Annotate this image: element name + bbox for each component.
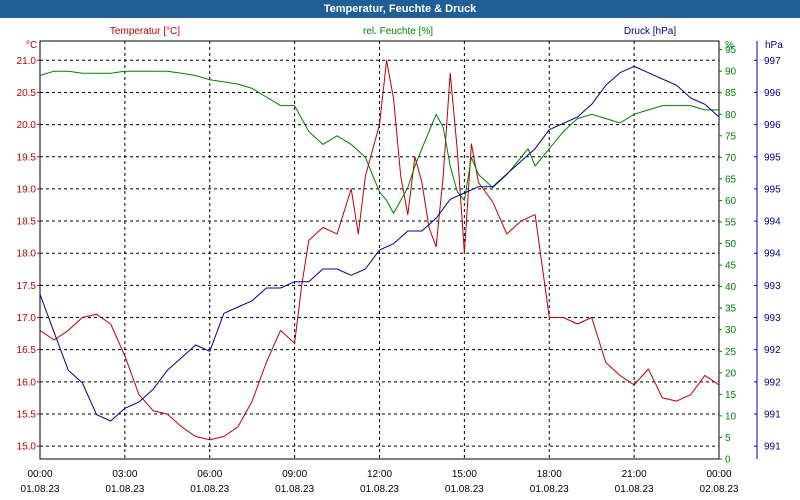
humidity-tick-label: 75 [725, 131, 737, 142]
x-tick-time: 21:00 [622, 469, 647, 480]
pressure-tick-label: 993 [764, 281, 781, 292]
x-tick-time: 06:00 [197, 469, 222, 480]
x-tick-date: 01.08.23 [530, 484, 569, 495]
pressure-tick-label: 994 [764, 249, 781, 260]
temperature-tick-label: 17.0 [17, 313, 37, 324]
x-tick-time: 00:00 [27, 469, 52, 480]
humidity-tick-label: 20 [725, 368, 737, 379]
x-tick-time: 18:00 [537, 469, 562, 480]
series-line-humidity [39, 70, 719, 214]
temperature-tick-label: 18.5 [17, 217, 37, 228]
humidity-tick-label: 50 [725, 239, 737, 250]
pressure-tick-label: 996 [764, 88, 781, 99]
x-tick-time: 03:00 [112, 469, 137, 480]
series-line-temperature [39, 59, 720, 441]
temperature-tick-label: 15.5 [17, 409, 37, 420]
humidity-tick-label: 95 [725, 45, 737, 56]
chart-canvas: 00:00 01.08.23 03:00 01.08.23 06:00 01.08.23 0… [17, 26, 784, 495]
humidity-tick-label: 25 [725, 347, 737, 358]
humidity-tick-label: 45 [725, 261, 737, 272]
humidity-tick-label: 80 [725, 110, 737, 121]
humidity-tick-label: 70 [725, 153, 737, 164]
temperature-tick-label: 21.0 [17, 56, 37, 67]
series-lines [39, 59, 720, 441]
pressure-tick-label: 997 [764, 56, 781, 67]
humidity-unit: % [725, 40, 734, 51]
temperature-tick-label: 16.5 [17, 345, 37, 356]
temperature-tick-label: 18.0 [17, 249, 37, 260]
x-tick-date: 01.08.23 [615, 484, 654, 495]
humidity-tick-label: 60 [725, 196, 737, 207]
series-line-pressure [39, 65, 720, 422]
temperature-tick-label: 20.0 [17, 120, 37, 131]
axis-ticks: 00:00 01.08.23 03:00 01.08.23 06:00 01.08.23 0… [17, 41, 781, 495]
x-tick-time: 09:00 [282, 469, 307, 480]
temperature-tick-label: 17.5 [17, 281, 37, 292]
plot-area [39, 40, 720, 460]
humidity-tick-label: 0 [725, 455, 731, 466]
x-tick-time: 15:00 [452, 469, 477, 480]
x-tick-time: 00:00 [706, 469, 731, 480]
pressure-tick-label: 991 [764, 409, 781, 420]
x-tick-time: 12:00 [367, 469, 392, 480]
temperature-tick-label: 15.0 [17, 442, 37, 453]
humidity-tick-label: 10 [725, 411, 737, 422]
pressure-tick-label: 992 [764, 345, 781, 356]
x-tick-date: 01.08.23 [21, 484, 60, 495]
temperature-axis-label: Temperatur [°C] [110, 26, 180, 37]
temperature-tick-label: 19.0 [17, 184, 37, 195]
humidity-tick-label: 65 [725, 174, 737, 185]
humidity-tick-label: 90 [725, 67, 737, 78]
humidity-tick-label: 85 [725, 88, 737, 99]
pressure-tick-label: 993 [764, 313, 781, 324]
pressure-tick-label: 995 [764, 152, 781, 163]
humidity-tick-label: 35 [725, 304, 737, 315]
pressure-tick-label: 994 [764, 217, 781, 228]
temperature-unit: °C [26, 40, 37, 51]
window-title: Temperatur, Feuchte & Druck [0, 0, 800, 18]
humidity-axis-label: rel. Feuchte [%] [363, 26, 433, 37]
grid-lines [40, 41, 719, 459]
pressure-tick-label: 991 [764, 442, 781, 453]
humidity-tick-label: 55 [725, 217, 737, 228]
humidity-tick-label: 40 [725, 282, 737, 293]
x-tick-date: 01.08.23 [105, 484, 144, 495]
humidity-tick-label: 30 [725, 325, 737, 336]
humidity-tick-label: 5 [725, 433, 731, 444]
pressure-tick-label: 996 [764, 120, 781, 131]
temperature-tick-label: 19.5 [17, 152, 37, 163]
x-tick-date: 01.08.23 [190, 484, 229, 495]
temperature-tick-label: 20.5 [17, 88, 37, 99]
x-tick-date: 01.08.23 [445, 484, 484, 495]
x-tick-date: 01.08.23 [275, 484, 314, 495]
temperature-tick-label: 16.0 [17, 377, 37, 388]
pressure-unit: hPa [765, 40, 783, 51]
humidity-tick-label: 15 [725, 390, 737, 401]
pressure-axis-label: Druck [hPa] [624, 26, 676, 37]
pressure-tick-label: 995 [764, 184, 781, 195]
x-tick-date: 01.08.23 [360, 484, 399, 495]
pressure-tick-label: 992 [764, 377, 781, 388]
x-tick-date: 02.08.23 [700, 484, 739, 495]
